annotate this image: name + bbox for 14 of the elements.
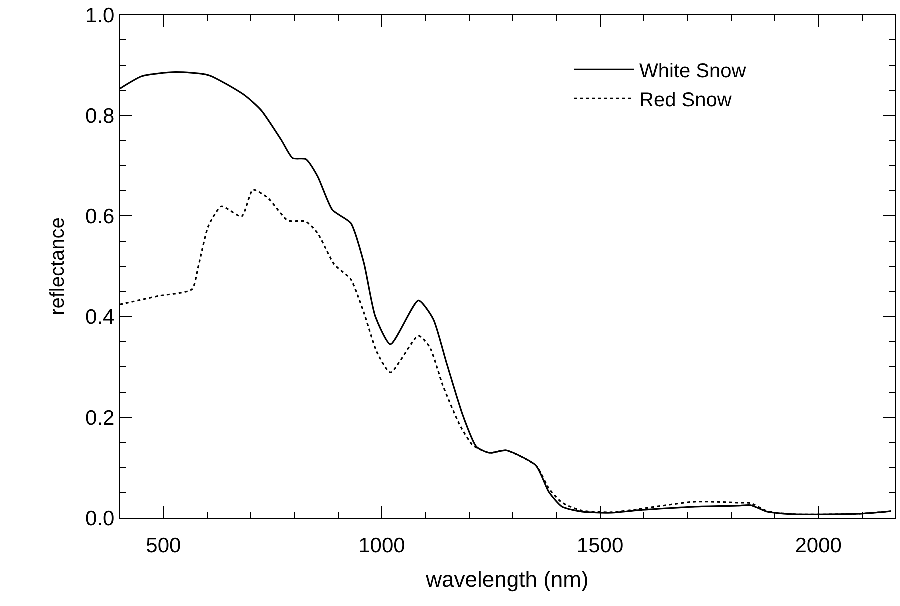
y-tick-label: 0.4 (85, 306, 116, 330)
x-tick-label: 500 (146, 534, 182, 558)
x-tick-label: 1500 (576, 534, 624, 558)
y-axis-title: reflectance (46, 218, 69, 316)
x-tick-label: 1000 (358, 534, 406, 558)
y-tick-label: 0.2 (85, 406, 115, 430)
legend-label: White Snow (640, 60, 747, 83)
legend-label: Red Snow (640, 90, 732, 112)
y-tick-label: 1.0 (85, 4, 115, 28)
y-tick-label: 0.0 (85, 507, 115, 530)
y-tick-label: 0.8 (85, 104, 115, 128)
y-tick-label: 0.6 (85, 206, 115, 229)
x-axis-title: wavelength (nm) (425, 567, 589, 592)
x-tick-label: 2000 (795, 534, 842, 558)
